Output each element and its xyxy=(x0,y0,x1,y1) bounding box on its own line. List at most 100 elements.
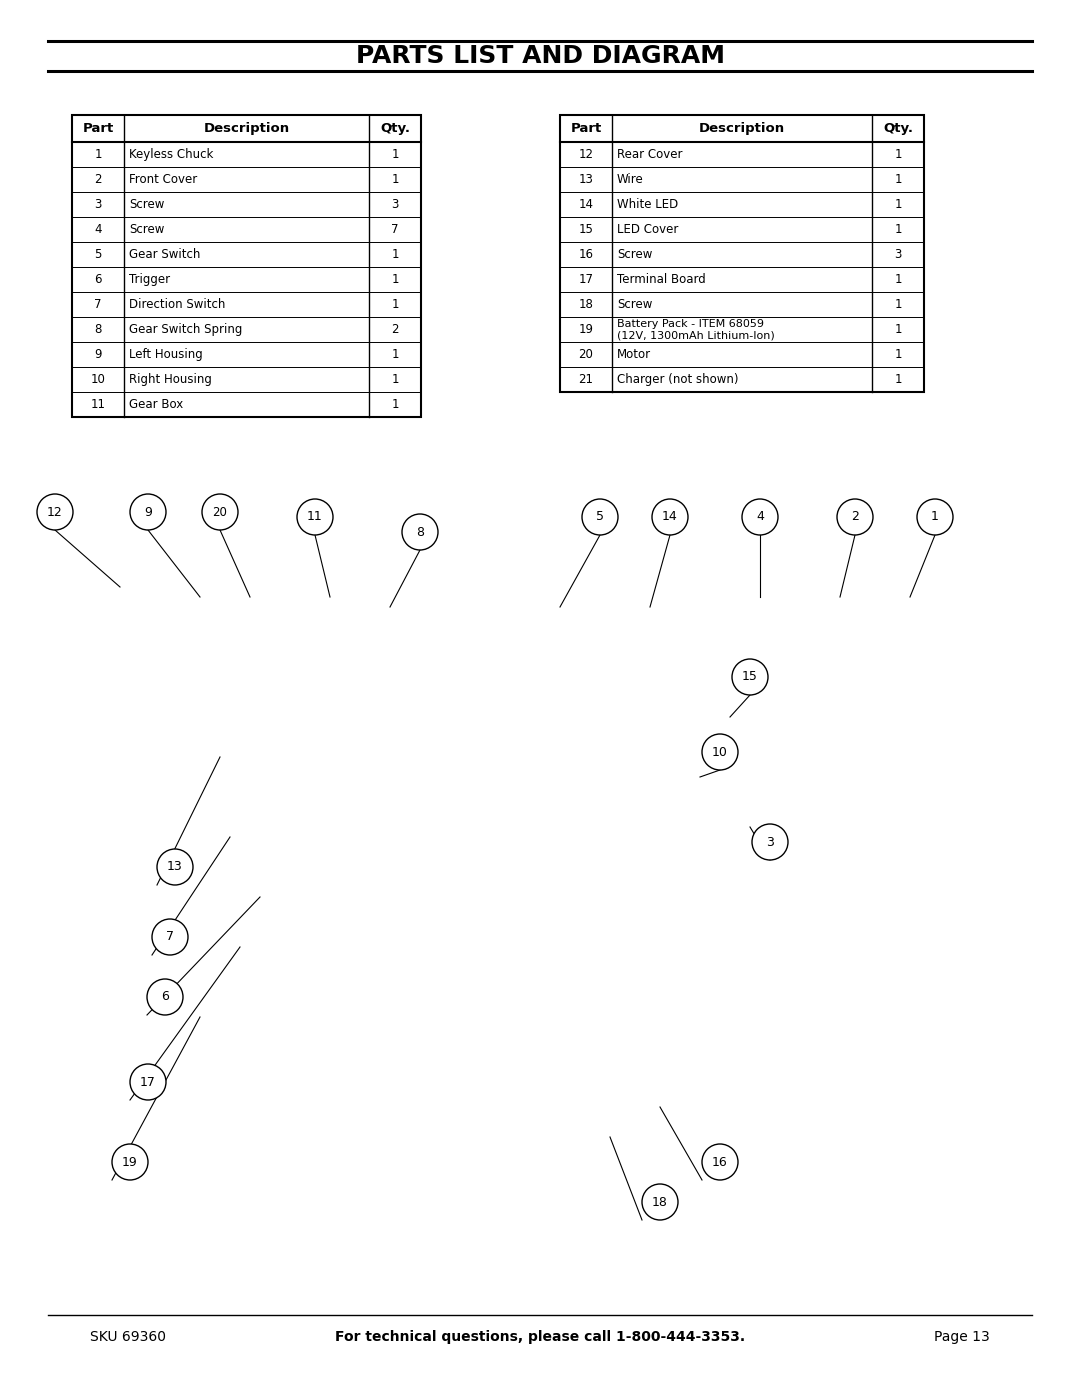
Circle shape xyxy=(202,495,238,529)
Text: 15: 15 xyxy=(742,671,758,683)
Text: Screw: Screw xyxy=(617,298,652,310)
Text: 6: 6 xyxy=(94,272,102,285)
Text: Description: Description xyxy=(699,122,785,134)
Text: 7: 7 xyxy=(166,930,174,943)
Text: 1: 1 xyxy=(391,373,399,386)
Text: Gear Box: Gear Box xyxy=(129,398,184,411)
Text: 17: 17 xyxy=(140,1076,156,1088)
Circle shape xyxy=(652,499,688,535)
Text: 1: 1 xyxy=(894,197,902,211)
Circle shape xyxy=(837,499,873,535)
Text: 1: 1 xyxy=(894,373,902,386)
Text: 19: 19 xyxy=(122,1155,138,1168)
Circle shape xyxy=(702,1144,738,1180)
Text: 10: 10 xyxy=(712,746,728,759)
Text: 9: 9 xyxy=(144,506,152,518)
Text: 1: 1 xyxy=(391,272,399,285)
Text: 20: 20 xyxy=(579,348,593,360)
Text: 12: 12 xyxy=(579,148,594,161)
Text: 1: 1 xyxy=(391,348,399,360)
Text: 3: 3 xyxy=(94,197,102,211)
Text: 20: 20 xyxy=(213,506,228,518)
Text: Qty.: Qty. xyxy=(883,122,913,134)
Text: 4: 4 xyxy=(94,222,102,236)
Text: PARTS LIST AND DIAGRAM: PARTS LIST AND DIAGRAM xyxy=(355,43,725,68)
Text: Right Housing: Right Housing xyxy=(129,373,212,386)
Text: 13: 13 xyxy=(167,861,183,873)
Text: Trigger: Trigger xyxy=(129,272,171,285)
Text: 3: 3 xyxy=(391,197,399,211)
Text: 2: 2 xyxy=(94,173,102,186)
Text: 5: 5 xyxy=(94,247,102,261)
Text: Gear Switch: Gear Switch xyxy=(129,247,201,261)
Circle shape xyxy=(582,499,618,535)
Circle shape xyxy=(402,514,438,550)
Text: Gear Switch Spring: Gear Switch Spring xyxy=(129,323,242,335)
Text: SKU 69360: SKU 69360 xyxy=(90,1330,166,1344)
Text: 16: 16 xyxy=(579,247,594,261)
Circle shape xyxy=(157,849,193,886)
Text: 6: 6 xyxy=(161,990,168,1003)
Circle shape xyxy=(752,824,788,861)
Text: 1: 1 xyxy=(391,148,399,161)
Circle shape xyxy=(37,495,73,529)
Bar xyxy=(561,115,924,391)
Text: Qty.: Qty. xyxy=(380,122,410,134)
Text: 18: 18 xyxy=(579,298,593,310)
Text: 8: 8 xyxy=(94,323,102,335)
Text: (12V, 1300mAh Lithium-Ion): (12V, 1300mAh Lithium-Ion) xyxy=(617,330,774,339)
Text: 12: 12 xyxy=(48,506,63,518)
Text: Direction Switch: Direction Switch xyxy=(129,298,226,310)
Text: 1: 1 xyxy=(931,510,939,524)
Text: 14: 14 xyxy=(662,510,678,524)
Text: 10: 10 xyxy=(91,373,106,386)
Text: 3: 3 xyxy=(894,247,902,261)
Text: 1: 1 xyxy=(391,247,399,261)
Text: 1: 1 xyxy=(894,173,902,186)
Text: 21: 21 xyxy=(579,373,594,386)
Text: Keyless Chuck: Keyless Chuck xyxy=(129,148,214,161)
Text: Battery Pack - ITEM 68059: Battery Pack - ITEM 68059 xyxy=(617,319,764,330)
Text: 15: 15 xyxy=(579,222,593,236)
Text: 17: 17 xyxy=(579,272,594,285)
Text: Left Housing: Left Housing xyxy=(129,348,203,360)
Circle shape xyxy=(130,1065,166,1099)
Text: Part: Part xyxy=(82,122,113,134)
Text: 4: 4 xyxy=(756,510,764,524)
Text: 1: 1 xyxy=(391,298,399,310)
Text: 1: 1 xyxy=(391,398,399,411)
Text: Screw: Screw xyxy=(617,247,652,261)
Text: White LED: White LED xyxy=(617,197,678,211)
Text: 1: 1 xyxy=(894,323,902,335)
Text: 1: 1 xyxy=(894,298,902,310)
Text: Part: Part xyxy=(570,122,602,134)
Circle shape xyxy=(702,733,738,770)
Text: Screw: Screw xyxy=(129,222,164,236)
Circle shape xyxy=(917,499,953,535)
Text: 9: 9 xyxy=(94,348,102,360)
Text: 1: 1 xyxy=(894,222,902,236)
Text: Description: Description xyxy=(203,122,289,134)
Text: Screw: Screw xyxy=(129,197,164,211)
Circle shape xyxy=(152,919,188,956)
Circle shape xyxy=(147,979,183,1016)
Text: 1: 1 xyxy=(894,148,902,161)
Text: 2: 2 xyxy=(391,323,399,335)
Circle shape xyxy=(742,499,778,535)
Text: Wire: Wire xyxy=(617,173,644,186)
Text: For technical questions, please call 1-800-444-3353.: For technical questions, please call 1-8… xyxy=(335,1330,745,1344)
Text: 18: 18 xyxy=(652,1196,667,1208)
Bar xyxy=(72,115,421,416)
Text: 16: 16 xyxy=(712,1155,728,1168)
Text: 3: 3 xyxy=(766,835,774,848)
Text: 2: 2 xyxy=(851,510,859,524)
Text: LED Cover: LED Cover xyxy=(617,222,678,236)
Text: 13: 13 xyxy=(579,173,593,186)
Circle shape xyxy=(732,659,768,694)
Text: 1: 1 xyxy=(894,272,902,285)
Text: 11: 11 xyxy=(307,510,323,524)
Circle shape xyxy=(297,499,333,535)
Text: 7: 7 xyxy=(391,222,399,236)
Text: Rear Cover: Rear Cover xyxy=(617,148,683,161)
Text: Front Cover: Front Cover xyxy=(129,173,198,186)
